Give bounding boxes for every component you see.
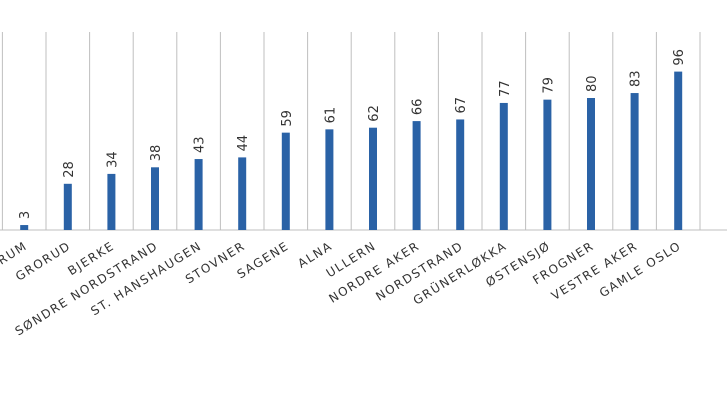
bar <box>499 102 508 230</box>
value-label: 62 <box>367 105 382 122</box>
bar <box>281 132 290 230</box>
bar <box>107 173 116 230</box>
value-label: 79 <box>541 77 556 94</box>
bar <box>238 157 247 230</box>
value-label: 3 <box>18 211 33 219</box>
bar <box>456 119 465 230</box>
value-label: 44 <box>236 135 251 152</box>
value-label: 80 <box>585 75 600 92</box>
value-label: 61 <box>323 107 338 124</box>
value-label: 43 <box>193 137 208 154</box>
value-label: 96 <box>672 49 687 66</box>
bar <box>325 129 334 230</box>
value-label: 66 <box>411 99 426 116</box>
bar <box>20 225 29 230</box>
value-label: 34 <box>105 151 120 168</box>
value-label: 83 <box>629 71 644 88</box>
bar <box>630 93 639 230</box>
bar <box>412 121 421 230</box>
value-label: 38 <box>149 145 164 162</box>
value-label: 77 <box>498 80 513 97</box>
bar <box>369 127 377 230</box>
bar <box>194 159 203 230</box>
bar <box>587 98 595 230</box>
value-label: 28 <box>62 161 77 178</box>
value-label: 67 <box>454 97 469 114</box>
bar <box>543 99 552 231</box>
bar <box>63 183 72 230</box>
bar <box>151 167 159 230</box>
value-label: 59 <box>280 110 295 127</box>
bar <box>674 71 683 230</box>
